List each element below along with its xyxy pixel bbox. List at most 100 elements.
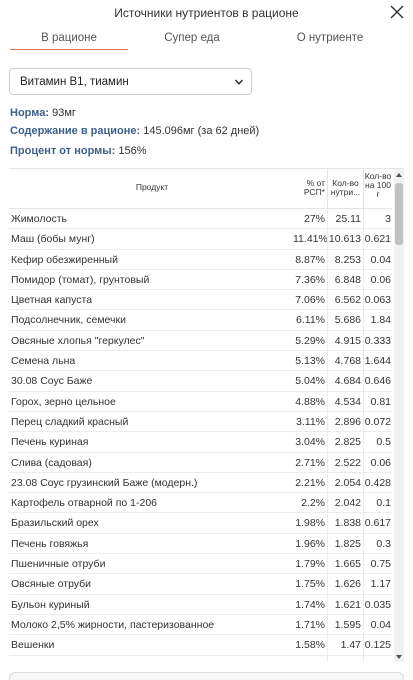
- table-row[interactable]: Печень говяжья 1.96% 1.825 0.3: [9, 533, 392, 555]
- table-row[interactable]: Картофель отварной по 1-206 2.2% 2.042 0.1: [9, 493, 392, 514]
- cell-per-100g: 1.84: [363, 310, 392, 331]
- table-row[interactable]: Печень куриная 3.04% 2.825 0.5: [9, 432, 392, 453]
- table-row[interactable]: Овсяные отруби 1.75% 1.626 1.17: [9, 574, 392, 595]
- cell-product-name: Овсяные хлопья "геркулес": [11, 334, 145, 347]
- table-row[interactable]: Пшеничные отруби 1.79% 1.665 0.75: [9, 554, 392, 575]
- cell-product-name: Горох, зерно цельное: [11, 395, 116, 408]
- cell-per-100g: 1.644: [363, 351, 392, 372]
- cell-nutrient-qty: 1.595: [327, 614, 363, 635]
- cell-product-name: Печень говяжья: [11, 537, 89, 550]
- column-header-qty[interactable]: Кол-во нутри...: [327, 169, 363, 209]
- cell-nutrient-qty: 1.838: [327, 513, 363, 534]
- cell-nutrient-qty: 25.11: [327, 209, 363, 229]
- cell-pct-rsp: 1.98%: [295, 517, 325, 530]
- nutrient-sources-table: Продукт % от РСП* Кол-во нутри... Кол-во…: [9, 168, 404, 662]
- cell-per-100g: 0.04: [363, 249, 392, 270]
- cell-per-100g: 0.04: [363, 614, 392, 635]
- table-row[interactable]: Горох, зерно цельное 4.88% 4.534 0.81: [9, 391, 392, 412]
- table-row[interactable]: Маш (бобы мунг) 11.41% 10.613 0.621: [9, 229, 392, 250]
- scrollbar-thumb[interactable]: [395, 183, 403, 245]
- cell-pct-rsp: 1.79%: [295, 558, 325, 571]
- norm-value: 93мг: [52, 107, 76, 119]
- cell-nutrient-qty: 1.47: [327, 635, 363, 656]
- table-row[interactable]: Слива (садовая) 2.71% 2.522 0.06: [9, 452, 392, 473]
- cell-pct-rsp: 1.74%: [295, 598, 325, 611]
- cell-pct-rsp: 2.2%: [301, 497, 325, 510]
- cell-product-name: Маш (бобы мунг): [11, 233, 95, 246]
- percent-value: 156%: [118, 145, 147, 157]
- column-header-product[interactable]: Продукт: [135, 182, 169, 192]
- cell-per-100g: 0.125: [363, 635, 392, 656]
- scroll-up-icon[interactable]: [396, 172, 402, 178]
- dialog-title: Источники нутриентов в рационе: [114, 6, 299, 20]
- cell-pct-rsp: 1.71%: [295, 618, 325, 631]
- cell-per-100g: 0.1: [363, 493, 392, 514]
- table-row[interactable]: Бразильский орех 1.98% 1.838 0.617: [9, 513, 392, 534]
- cell-per-100g: 0.617: [363, 513, 392, 534]
- cell-per-100g: 3: [363, 209, 392, 229]
- norm-label: Норма:: [10, 107, 50, 119]
- percent-line: Процент от нормы: 156%: [10, 145, 147, 157]
- cell-nutrient-qty: 1.665: [327, 554, 363, 575]
- cell-nutrient-qty: 2.522: [327, 452, 363, 473]
- cell-nutrient-qty: 2.054: [327, 472, 363, 493]
- table-row[interactable]: Бульон куриный 1.74% 1.621 0.035: [9, 594, 392, 615]
- table-scrollbar[interactable]: [394, 169, 404, 662]
- cell-pct-rsp: 1.47%: [293, 660, 327, 662]
- table-row[interactable]: Семена льна 5.13% 4.768 1.644: [9, 351, 392, 372]
- cell-per-100g: 0.646: [363, 371, 392, 392]
- cell-per-100g: 0.072: [363, 411, 392, 432]
- cell-product-name: Молоко 2,5% жирности, пастеризованное: [11, 618, 215, 631]
- cell-per-100g: 0.428: [363, 472, 392, 493]
- table-row[interactable]: Свинина мясная1.47%1.3630.312: [9, 655, 392, 662]
- cell-per-100g: 0.75: [363, 554, 392, 575]
- scroll-down-icon[interactable]: [396, 654, 402, 660]
- cell-per-100g: 1.17: [363, 574, 392, 595]
- table-row[interactable]: Молоко 2,5% жирности, пастеризованное 1.7…: [9, 614, 392, 636]
- table-row[interactable]: Жимолость 27% 25.11 3: [9, 209, 392, 230]
- table-row[interactable]: Вешенки 1.58% 1.47 0.125: [9, 635, 392, 656]
- cell-product-name: Картофель отварной по 1-206: [11, 497, 158, 510]
- table-row[interactable]: Помидор (томат), грунтовый 7.36% 6.848 0.06: [9, 269, 392, 291]
- cell-per-100g: 0.333: [363, 330, 392, 351]
- column-header-per100[interactable]: Кол-во на 100 г: [363, 169, 392, 209]
- cell-nutrient-qty: 4.915: [327, 330, 363, 351]
- dialog-header: Источники нутриентов в рационе: [0, 0, 413, 26]
- cell-product-name: Бульон куриный: [11, 598, 90, 611]
- cell-product-name: Вешенки: [11, 639, 55, 652]
- table-row[interactable]: Овсяные хлопья "геркулес" 5.29% 4.915 0.333: [9, 330, 392, 352]
- cell-per-100g: 0.5: [363, 432, 392, 453]
- cell-pct-rsp: 27%: [303, 213, 325, 225]
- table-row[interactable]: Кефир обезжиренный 8.87% 8.253 0.04: [9, 249, 392, 270]
- table-row[interactable]: 30.08 Соус Баже 5.04% 4.684 0.646: [9, 371, 392, 392]
- table-row[interactable]: 23.08 Соус грузинский Баже (модерн.) 2.21…: [9, 472, 392, 494]
- table-row[interactable]: Подсолнечник, семечки 6.11% 5.686 1.84: [9, 310, 392, 331]
- cell-per-100g: 0.06: [363, 269, 392, 290]
- tab-about-nutrient[interactable]: О нутриенте: [296, 32, 364, 44]
- cell-pct-rsp: 3.04%: [295, 436, 325, 449]
- active-tab-indicator: [10, 49, 128, 50]
- close-icon[interactable]: [389, 4, 405, 20]
- content-line: Содержание в рационе: 145.096мг (за 62 д…: [10, 125, 259, 137]
- table-row[interactable]: Перец сладкий красный 3.11% 2.896 0.072: [9, 411, 392, 433]
- cell-product-name: Помидор (томат), грунтовый: [11, 273, 150, 286]
- tab-super-food[interactable]: Супер еда: [164, 32, 220, 44]
- tab-in-diet[interactable]: В рационе: [41, 32, 97, 44]
- table-header: Продукт % от РСП* Кол-во нутри... Кол-во…: [9, 169, 392, 209]
- percent-label: Процент от нормы:: [10, 145, 116, 157]
- cell-product-name: Свинина мясная: [11, 660, 291, 662]
- cell-nutrient-qty: 5.686: [327, 310, 363, 331]
- cell-product-name: Семена льна: [11, 355, 76, 368]
- cell-nutrient-qty: 6.562: [327, 290, 363, 311]
- content-label: Содержание в рационе:: [10, 125, 141, 137]
- nutrient-select[interactable]: Витамин В1, тиамин: [9, 68, 252, 95]
- cell-pct-rsp: 7.36%: [295, 273, 325, 286]
- cell-pct-rsp: 6.11%: [296, 314, 325, 327]
- cell-nutrient-qty: 1.621: [327, 594, 363, 615]
- cell-pct-rsp: 2.21%: [295, 476, 325, 489]
- table-row[interactable]: Цветная капуста 7.06% 6.562 0.063: [9, 290, 392, 311]
- cell-nutrient-qty: 1.825: [327, 533, 363, 554]
- cell-pct-rsp: 5.13%: [295, 355, 325, 368]
- column-header-pct-rsp[interactable]: % от РСП*: [303, 178, 325, 197]
- bottom-panel-edge: [9, 672, 404, 680]
